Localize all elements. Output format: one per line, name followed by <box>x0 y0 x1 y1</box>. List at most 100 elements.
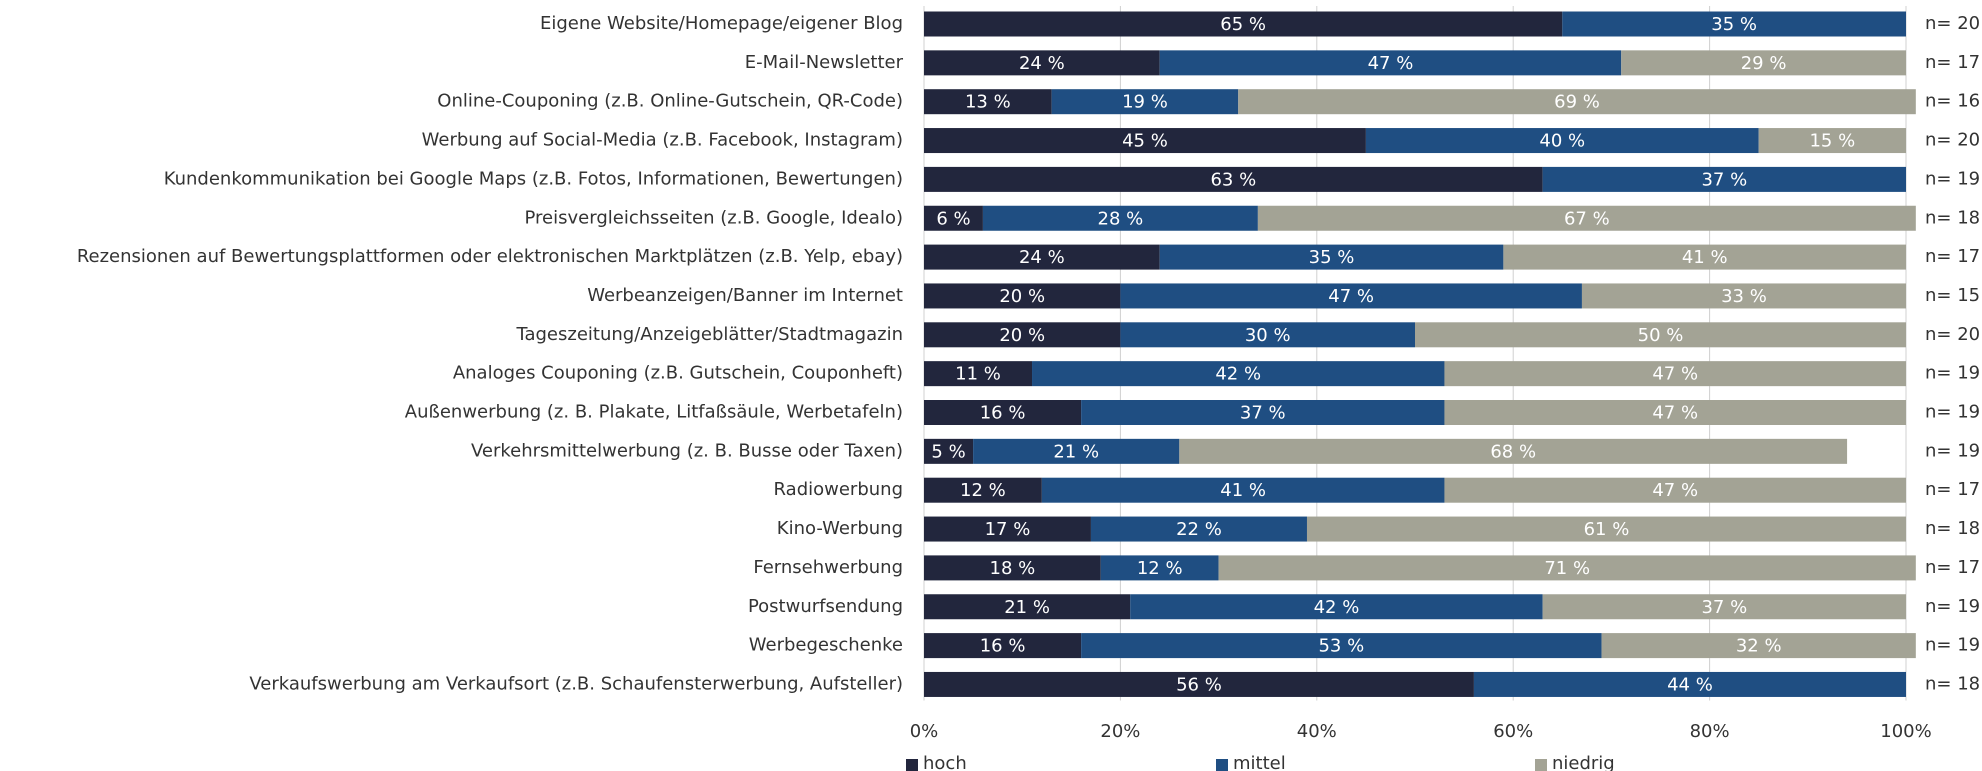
bar-segment <box>924 361 1033 387</box>
value-label: 41 % <box>1220 480 1266 501</box>
bar-segment <box>924 400 1082 425</box>
bar-segment <box>1159 50 1622 76</box>
bar-segment <box>1257 205 1916 231</box>
value-label: 12 % <box>960 480 1006 501</box>
bar-segment <box>1473 671 1906 697</box>
n-label: n= 19 <box>1925 168 1980 189</box>
value-label: 37 % <box>1240 403 1286 424</box>
n-label: n= 17 <box>1925 246 1980 267</box>
category-label: Werbung auf Social-Media (z.B. Facebook,… <box>422 130 903 151</box>
bar-segment <box>1100 555 1219 581</box>
value-label: 42 % <box>1314 597 1360 618</box>
category-label: E-Mail-Newsletter <box>745 52 904 73</box>
bar-segment <box>924 166 1543 192</box>
value-label: 13 % <box>965 92 1011 113</box>
n-label: n= 19 <box>1925 363 1980 384</box>
value-label: 37 % <box>1701 597 1747 618</box>
n-label: n= 20 <box>1925 130 1980 151</box>
bar-segment <box>1218 555 1916 581</box>
value-label: 24 % <box>1019 247 1065 268</box>
value-label: 33 % <box>1721 286 1767 307</box>
n-label: n= 20 <box>1925 13 1980 34</box>
n-label: n= 15 <box>1925 285 1980 306</box>
bar-segment <box>1621 50 1906 76</box>
x-tick-label: 60% <box>1493 721 1533 742</box>
n-label: n= 20 <box>1925 324 1980 345</box>
value-label: 41 % <box>1682 247 1728 268</box>
category-label: Kundenkommunikation bei Google Maps (z.B… <box>164 168 903 189</box>
bar-segment <box>1090 516 1307 542</box>
bar-segment <box>1041 477 1445 503</box>
value-label: 21 % <box>1004 597 1050 618</box>
value-label: 47 % <box>1652 364 1698 385</box>
value-label: 11 % <box>955 364 1001 385</box>
legend-swatch <box>1535 759 1547 771</box>
bar-segment <box>924 671 1474 697</box>
x-tick-label: 40% <box>1297 721 1337 742</box>
bar-segment <box>1120 283 1582 309</box>
bar-segment <box>1415 322 1906 348</box>
bar-segment <box>924 516 1091 542</box>
n-label: n= 19 <box>1925 635 1980 656</box>
n-label: n= 19 <box>1925 402 1980 423</box>
category-label: Analoges Couponing (z.B. Gutschein, Coup… <box>453 363 903 384</box>
n-label: n= 19 <box>1925 596 1980 617</box>
value-label: 15 % <box>1809 131 1855 152</box>
value-label: 53 % <box>1318 636 1364 657</box>
value-label: 42 % <box>1215 364 1261 385</box>
bar-segment <box>924 244 1160 270</box>
value-label: 69 % <box>1554 92 1600 113</box>
bar-segment <box>1444 477 1906 503</box>
bar-segment <box>1081 400 1445 425</box>
value-label: 56 % <box>1176 674 1222 695</box>
category-label: Preisvergleichsseiten (z.B. Google, Idea… <box>525 207 903 228</box>
category-label: Online-Couponing (z.B. Online-Gutschein,… <box>437 91 903 112</box>
value-label: 45 % <box>1122 131 1168 152</box>
x-tick-label: 0% <box>910 721 939 742</box>
value-label: 20 % <box>999 286 1045 307</box>
value-label: 16 % <box>980 403 1026 424</box>
value-label: 61 % <box>1584 519 1630 540</box>
bar-segment <box>924 594 1131 620</box>
bar-segment <box>1179 438 1848 464</box>
value-label: 18 % <box>990 558 1036 579</box>
value-label: 30 % <box>1245 325 1291 346</box>
value-label: 47 % <box>1652 480 1698 501</box>
category-label: Kino-Werbung <box>777 518 903 539</box>
value-label: 71 % <box>1544 558 1590 579</box>
value-label: 21 % <box>1053 441 1099 462</box>
category-label: Eigene Website/Homepage/eigener Blog <box>540 13 903 34</box>
n-label: n= 17 <box>1925 557 1980 578</box>
bar-segment <box>1503 244 1906 270</box>
category-label: Verkaufswerbung am Verkaufsort (z.B. Sch… <box>249 673 903 694</box>
bar-segment <box>973 438 1180 464</box>
n-label: n= 18 <box>1925 518 1980 539</box>
value-label: 65 % <box>1220 14 1266 35</box>
bar-segment <box>1130 594 1543 620</box>
n-label: n= 17 <box>1925 479 1980 500</box>
value-label: 67 % <box>1564 208 1610 229</box>
bar-segment <box>1444 400 1906 425</box>
value-label: 35 % <box>1309 247 1355 268</box>
value-label: 28 % <box>1098 208 1144 229</box>
value-label: 5 % <box>931 441 965 462</box>
bar-segment <box>1444 361 1906 387</box>
bar-segment <box>924 128 1366 154</box>
value-label: 50 % <box>1638 325 1684 346</box>
bar-segment <box>924 477 1042 503</box>
n-label: n= 16 <box>1925 91 1980 112</box>
value-label: 44 % <box>1667 674 1713 695</box>
bar-segment <box>1306 516 1906 542</box>
bar-segment <box>982 205 1258 231</box>
value-label: 19 % <box>1122 92 1168 113</box>
category-label: Werbegeschenke <box>749 635 903 656</box>
bar-segment <box>924 89 1052 115</box>
value-label: 68 % <box>1490 441 1536 462</box>
category-label: Werbeanzeigen/Banner im Internet <box>587 285 903 306</box>
x-tick-label: 20% <box>1100 721 1140 742</box>
value-label: 24 % <box>1019 53 1065 74</box>
value-label: 17 % <box>985 519 1031 540</box>
bar-segment <box>924 438 974 464</box>
x-tick-label: 100% <box>1880 721 1931 742</box>
